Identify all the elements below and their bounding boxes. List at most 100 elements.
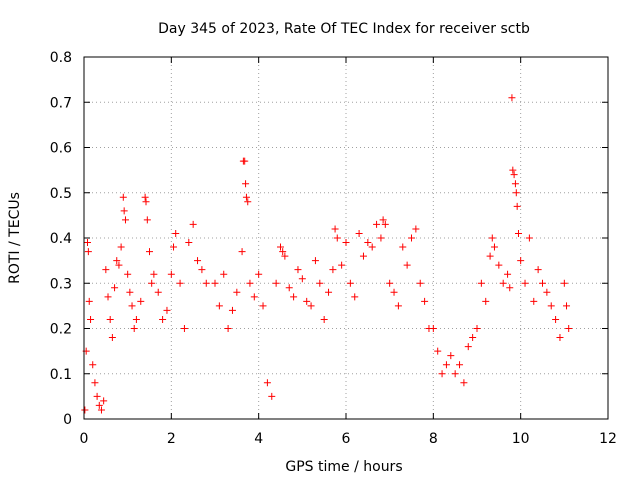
data-point (91, 379, 99, 387)
x-axis-label: GPS time / hours (285, 459, 402, 475)
data-point (521, 279, 529, 287)
data-point (215, 302, 223, 310)
data-point (228, 306, 236, 314)
data-point (486, 252, 494, 260)
data-point (100, 397, 108, 405)
axes: 0 2 4 6 8 10 12 0 0.1 0.2 0.3 0.4 0.5 0.6 0.7 0.8 (50, 50, 617, 447)
data-point (294, 266, 302, 274)
data-point (154, 288, 162, 296)
y-tick-label: 0.2 (50, 322, 72, 338)
data-point (408, 234, 415, 242)
data-point (146, 248, 153, 256)
data-point (512, 189, 520, 197)
x-tick-label: 10 (512, 431, 530, 447)
data-point (381, 220, 389, 228)
x-tick-label: 6 (342, 431, 351, 447)
data-point (170, 243, 178, 251)
data-point (104, 293, 112, 301)
data-point (511, 180, 519, 188)
data-point (447, 352, 455, 360)
data-point (224, 325, 232, 332)
data-point (355, 229, 363, 237)
data-point (490, 243, 498, 251)
data-point (442, 361, 450, 369)
data-point (438, 370, 446, 378)
data-point (159, 315, 167, 323)
data-point (143, 216, 151, 224)
data-point (85, 297, 93, 305)
y-tick-label: 0.4 (50, 231, 72, 247)
y-tick-label: 0.5 (50, 186, 72, 202)
data-point (434, 347, 442, 355)
y-tick-label: 0 (63, 412, 72, 428)
x-tick-label: 8 (429, 431, 438, 447)
data-point (307, 302, 315, 310)
data-point (102, 266, 110, 274)
data-point (142, 198, 150, 206)
data-point (390, 288, 398, 296)
data-point (120, 207, 128, 215)
data-point (220, 270, 228, 278)
data-point (244, 198, 252, 206)
data-point (543, 288, 551, 296)
data-point (394, 302, 402, 310)
data-point (482, 297, 490, 305)
data-point (510, 171, 518, 179)
x-tick-label: 2 (167, 431, 176, 447)
data-point (150, 270, 158, 278)
data-point (325, 288, 333, 296)
data-point (473, 325, 481, 332)
data-point (202, 279, 210, 287)
data-point (547, 302, 555, 310)
y-tick-label: 0.7 (50, 95, 72, 111)
data-point (246, 279, 254, 287)
data-point (560, 279, 568, 287)
data-point (130, 325, 138, 332)
data-point (285, 284, 293, 292)
data-point (83, 239, 91, 247)
data-point (250, 293, 258, 301)
data-point (106, 315, 114, 323)
data-point (115, 261, 123, 269)
data-point (298, 275, 306, 283)
y-axis-label: ROTI / TECUs (7, 192, 23, 284)
data-point (242, 180, 250, 188)
data-point (290, 293, 298, 301)
y-tick-label: 0.8 (50, 50, 72, 66)
data-point (117, 243, 125, 251)
data-point (333, 234, 341, 242)
data-point (320, 315, 328, 323)
data-point (119, 193, 127, 201)
chart-title: Day 345 of 2023, Rate Of TEC Index for r… (158, 21, 530, 37)
data-point (163, 306, 171, 314)
data-point (281, 252, 289, 260)
data-point (386, 279, 394, 287)
x-tick-label: 0 (80, 431, 89, 447)
data-point (137, 297, 145, 305)
data-point (172, 229, 180, 237)
data-point (565, 325, 573, 332)
data-point (342, 239, 350, 247)
data-point (277, 243, 284, 251)
data-point (508, 94, 516, 102)
data-point (506, 284, 514, 292)
data-point (121, 216, 129, 224)
data-point (241, 157, 249, 165)
data-point (416, 279, 424, 287)
data-point (504, 270, 512, 278)
data-point (429, 325, 437, 332)
data-point (359, 252, 367, 260)
data-point (128, 302, 136, 310)
data-point (379, 216, 387, 224)
y-tick-label: 0.6 (50, 141, 72, 157)
data-point (255, 270, 263, 278)
y-tick-label: 0.3 (50, 276, 72, 292)
data-point (534, 266, 542, 274)
data-point (272, 279, 280, 287)
data-point (180, 325, 188, 332)
data-point (113, 257, 121, 265)
data-point (238, 248, 246, 256)
data-point (514, 229, 522, 237)
data-point (268, 392, 276, 400)
